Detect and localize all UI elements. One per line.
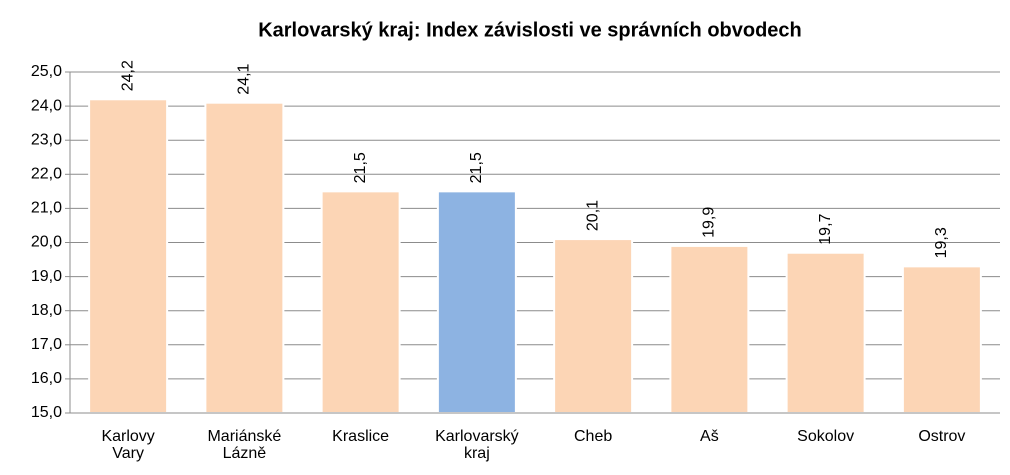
y-tick-label: 25,0 [31,63,62,80]
data-label: 20,1 [584,200,601,231]
x-tick-label: Karlovy Vary [101,428,155,462]
bar [785,251,866,414]
y-tick-label: 21,0 [31,200,62,217]
data-label: 19,7 [817,213,834,244]
bar [901,265,982,414]
data-label: 24,1 [236,63,253,94]
bar [320,190,401,414]
x-tick-label: Aš [700,428,719,445]
data-label: 21,5 [352,152,369,183]
bar [553,238,634,414]
data-label: 24,2 [119,60,136,91]
y-tick-label: 15,0 [31,404,62,421]
y-tick-label: 16,0 [31,370,62,387]
chart-title: Karlovarský kraj: Index závislosti ve sp… [258,19,802,41]
x-tick-label: Mariánské Lázně [207,428,282,462]
x-tick-label: Kraslice [332,428,390,445]
x-tick-label: Cheb [574,428,613,445]
bar [669,244,750,414]
y-tick-label: 19,0 [31,268,62,285]
y-tick-label: 20,0 [31,234,62,251]
x-tick-label: Karlovarský kraj [435,428,519,462]
bar [88,98,169,414]
data-label: 19,3 [933,227,950,258]
bar [436,190,517,414]
data-label: 19,9 [701,207,718,238]
bar [204,101,285,414]
y-tick-label: 17,0 [31,336,62,353]
x-tick-label: Sokolov [797,428,855,445]
y-tick-label: 18,0 [31,302,62,319]
x-tick-label: Ostrov [918,428,966,445]
y-tick-label: 23,0 [31,131,62,148]
y-tick-label: 22,0 [31,166,62,183]
data-label: 21,5 [468,152,485,183]
y-tick-label: 24,0 [31,97,62,114]
